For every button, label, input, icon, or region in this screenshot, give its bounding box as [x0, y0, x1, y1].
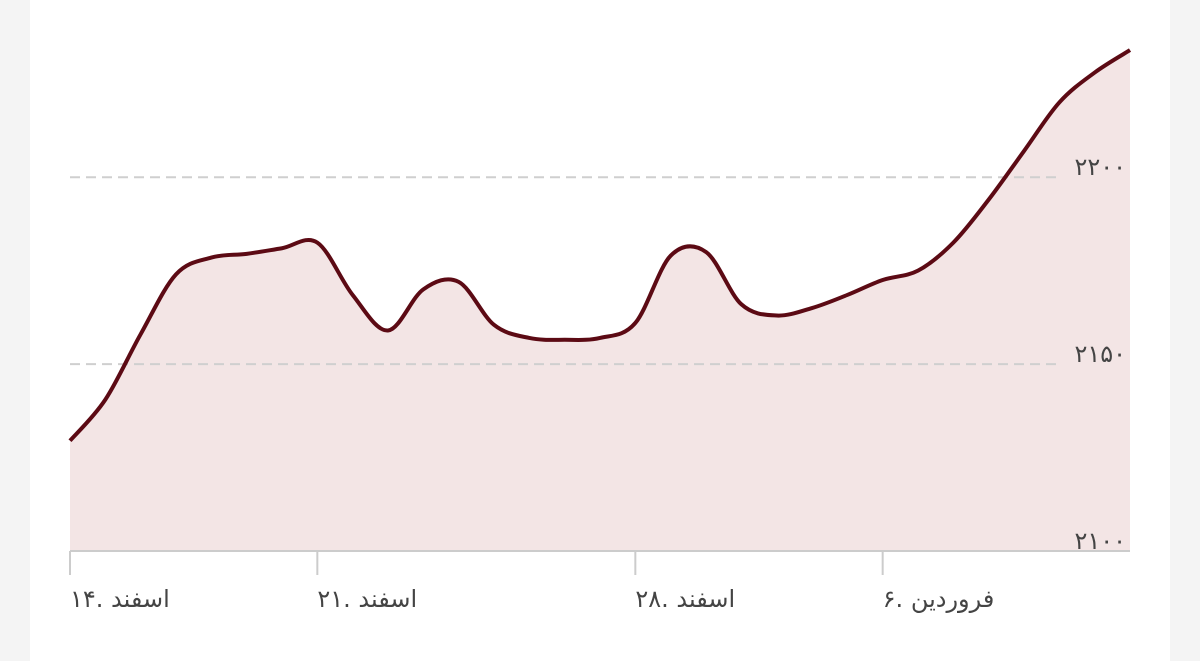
x-tick-label: ۶. فروردین [883, 585, 995, 613]
y-tick-label: ۲۱۵۰ [1074, 340, 1126, 368]
line [68, 48, 1132, 443]
area [70, 50, 1130, 551]
x-tick-label: ۲۸. اسفند [635, 585, 735, 613]
x-tick-label: ۱۴. اسفند [70, 585, 170, 613]
x-tick-label: ۲۱. اسفند [317, 585, 417, 613]
y-tick-label: ۲۲۰۰ [1074, 153, 1126, 181]
